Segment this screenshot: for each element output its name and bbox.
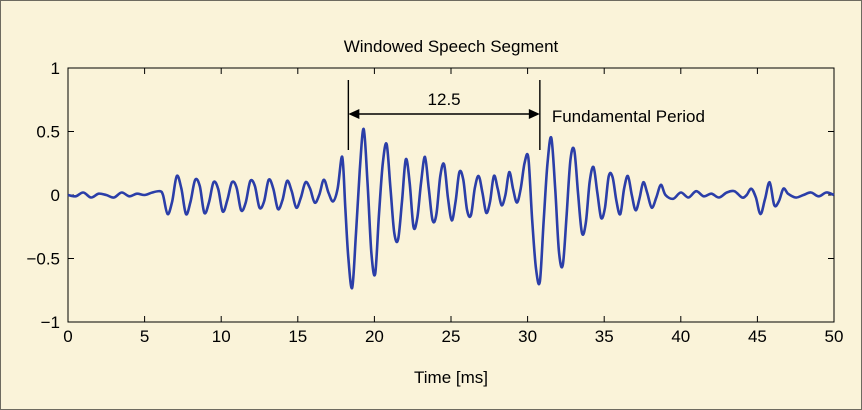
waveform-line [67, 127, 835, 290]
x-tick-label: 0 [63, 327, 72, 346]
x-tick-label: 30 [518, 327, 537, 346]
y-tick-label: 0.5 [36, 123, 60, 142]
period-annotation: 12.5 Fundamental Period [347, 80, 705, 150]
x-tick-label: 5 [140, 327, 149, 346]
axis-ticks [67, 67, 835, 323]
x-tick-label: 45 [748, 327, 767, 346]
y-tick-label: −0.5 [26, 250, 60, 269]
x-tick-labels: 0 5 10 15 20 25 30 35 40 45 50 [63, 327, 843, 346]
period-value-label: 12.5 [428, 90, 461, 109]
x-tick-label: 50 [825, 327, 844, 346]
fundamental-period-label: Fundamental Period [552, 107, 705, 126]
arrow-head-left [348, 109, 360, 119]
x-tick-label: 10 [212, 327, 231, 346]
y-tick-label: −1 [41, 313, 60, 332]
y-tick-label: 0 [51, 186, 60, 205]
y-tick-labels: 1 0.5 0 −0.5 −1 [26, 59, 60, 332]
chart-title: Windowed Speech Segment [344, 37, 559, 56]
x-tick-label: 25 [442, 327, 461, 346]
x-tick-label: 35 [595, 327, 614, 346]
x-tick-label: 20 [365, 327, 384, 346]
x-axis-label: Time [ms] [414, 368, 488, 387]
y-tick-label: 1 [51, 59, 60, 78]
arrow-head-right [528, 109, 540, 119]
x-tick-label: 15 [288, 327, 307, 346]
x-tick-label: 40 [671, 327, 690, 346]
